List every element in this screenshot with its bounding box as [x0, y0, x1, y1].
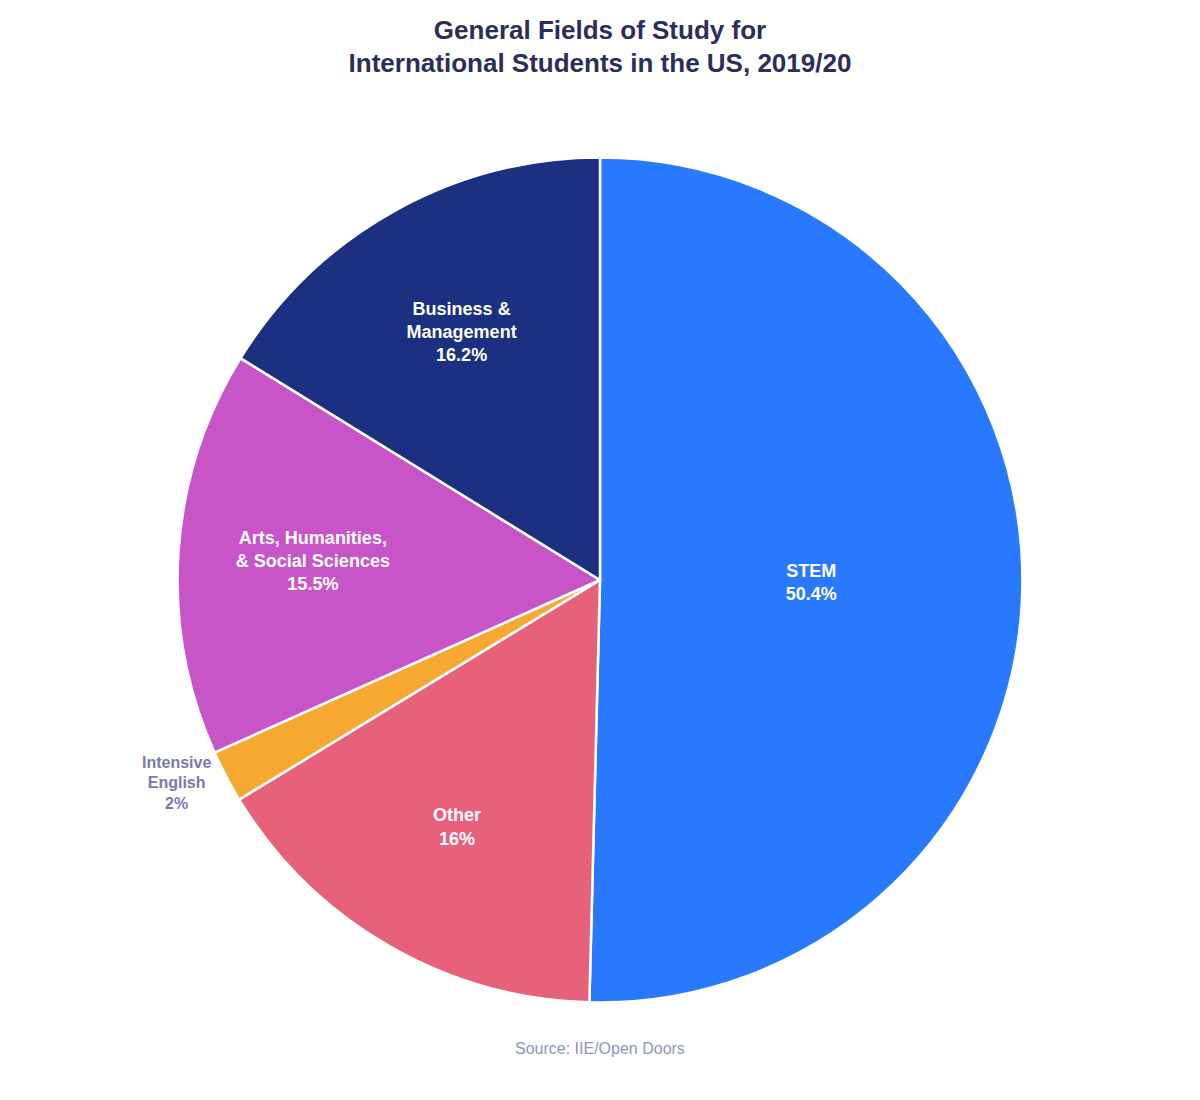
svg-text:STEM50.4%: STEM50.4%	[786, 561, 837, 604]
svg-text:Arts, Humanities,& Social Scie: Arts, Humanities,& Social Sciences15.5%	[236, 528, 390, 595]
svg-text:General Fields of Study forInt: General Fields of Study forInternational…	[349, 15, 852, 79]
svg-text:Other16%: Other16%	[433, 805, 481, 848]
svg-text:Source: IIE/Open Doors: Source: IIE/Open Doors	[515, 1040, 685, 1057]
svg-text:Business &Management16.2%: Business &Management16.2%	[407, 299, 517, 366]
svg-text:IntensiveEnglish2%: IntensiveEnglish2%	[142, 754, 211, 813]
